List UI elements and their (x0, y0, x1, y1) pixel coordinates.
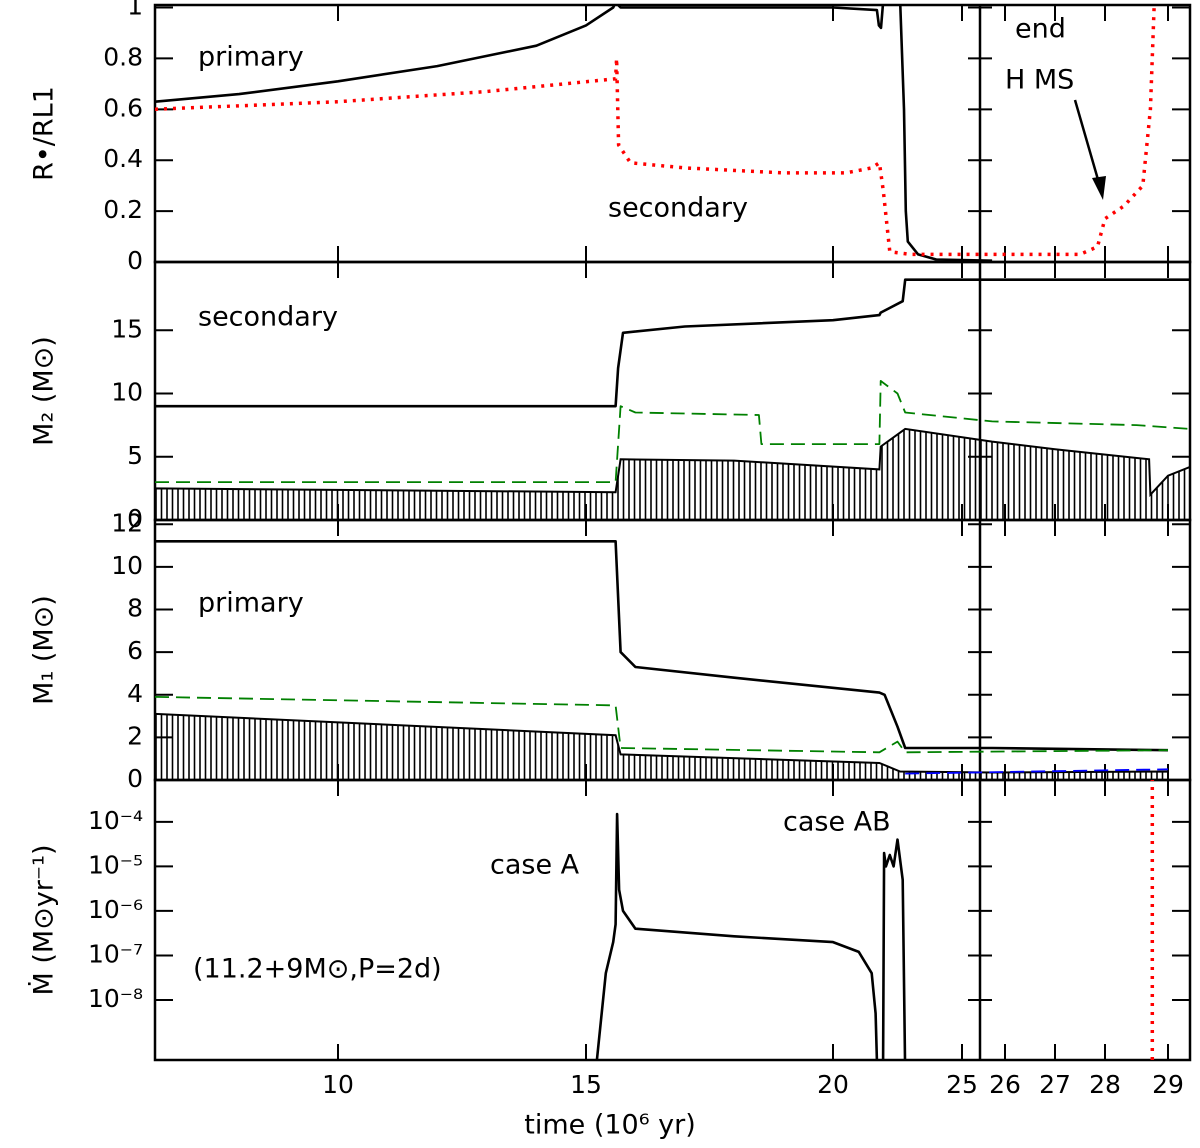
x-tick-label: 27 (1039, 1070, 1071, 1099)
x-tick-label: 10 (322, 1070, 354, 1099)
convective-area (155, 712, 1169, 780)
y-tick-label: 8 (127, 594, 143, 623)
y-axis-label: Ṁ (M⊙yr⁻¹) (28, 844, 60, 995)
y-tick-label: 0 (127, 504, 143, 533)
y-tick-label: 6 (127, 636, 143, 665)
y-tick-label: 2 (127, 721, 143, 750)
arrow-shaft (1073, 99, 1103, 191)
series-line (595, 812, 879, 1060)
x-tick-label: 20 (817, 1070, 849, 1099)
y-tick-label: 10⁻⁴ (88, 806, 143, 835)
y-tick-label: 10 (111, 551, 143, 580)
y-tick-label: 10⁻⁶ (88, 895, 143, 924)
annotation: end (1015, 14, 1066, 45)
y-tick-label: 0.6 (103, 93, 143, 122)
y-axis-label: R•/RL1 (29, 86, 60, 181)
y-tick-label: 10⁻⁸ (88, 984, 143, 1013)
y-tick-label: 12 (111, 508, 143, 537)
panel-frame (153, 778, 1192, 1062)
y-axis-label: M₁ (M⊙) (29, 595, 60, 705)
y-tick-label: 0.4 (103, 144, 143, 173)
arrow-head (1092, 176, 1106, 200)
x-axis-label: time (10⁶ yr) (524, 1110, 696, 1141)
y-axis-label: M₂ (M⊙) (29, 336, 60, 446)
series-line (155, 7, 1156, 257)
y-tick-label: 1 (127, 0, 143, 21)
series-line (155, 278, 1190, 408)
y-tick-label: 10⁻⁷ (88, 939, 143, 968)
series-line (155, 5, 993, 262)
y-tick-label: 0.2 (103, 195, 143, 224)
x-tick-label: 25 (946, 1070, 978, 1099)
annotation: H MS (1005, 65, 1074, 96)
annotation: secondary (198, 302, 338, 333)
x-tick-label: 15 (570, 1070, 602, 1099)
annotation: primary (198, 42, 304, 73)
series-line (881, 838, 907, 1060)
annotation: (11.2+9M⊙,P=2d) (193, 954, 442, 985)
series-line (905, 768, 1169, 775)
x-tick-label: 26 (989, 1070, 1021, 1099)
x-tick-label: 29 (1152, 1070, 1184, 1099)
series-line (155, 540, 1169, 752)
series-line (155, 696, 1169, 754)
series-line (155, 380, 1190, 483)
y-tick-label: 0.8 (103, 42, 143, 71)
x-tick-label: 28 (1089, 1070, 1121, 1099)
y-tick-label: 10⁻⁵ (88, 850, 143, 879)
convective-area (155, 427, 1190, 520)
annotation: case A (490, 850, 580, 881)
y-tick-label: 4 (127, 679, 143, 708)
annotation: case AB (783, 807, 891, 838)
annotation: primary (198, 588, 304, 619)
y-tick-label: 15 (111, 314, 143, 343)
y-tick-label: 0 (127, 246, 143, 275)
annotation: secondary (608, 193, 748, 224)
y-tick-label: 0 (127, 764, 143, 793)
y-tick-label: 5 (127, 441, 143, 470)
y-tick-label: 10 (111, 378, 143, 407)
